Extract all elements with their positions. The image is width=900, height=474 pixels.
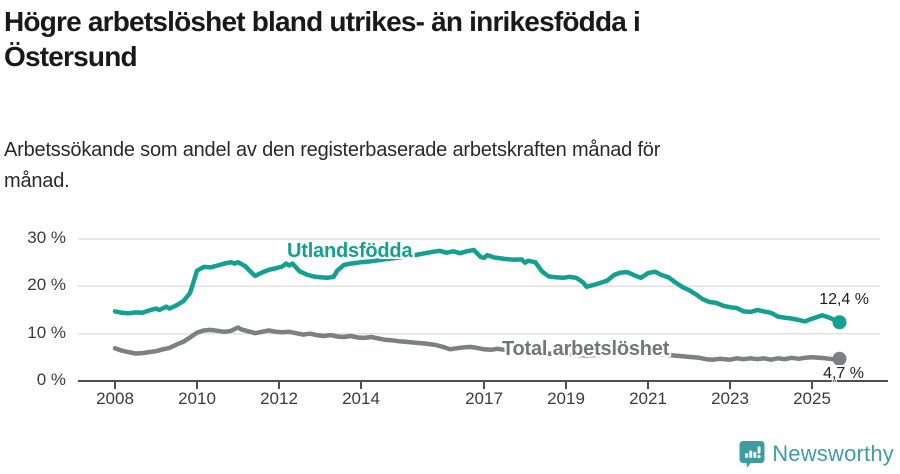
newsworthy-wordmark: Newsworthy xyxy=(772,441,894,466)
x-axis-tick-label: 2023 xyxy=(711,389,749,408)
series-line-0 xyxy=(112,247,842,325)
x-axis-tick-label: 2008 xyxy=(96,389,134,408)
y-axis-tick-label: 20 % xyxy=(27,275,66,295)
newsworthy-icon xyxy=(739,441,765,468)
series-label-total-arbetsloshet: Total arbetslöshet xyxy=(502,338,670,360)
series-line-1 xyxy=(112,325,842,362)
x-axis-tick-label: 2019 xyxy=(547,389,585,408)
x-axis-tick-label: 2025 xyxy=(793,389,831,408)
end-value-label-total: 4,7 % xyxy=(823,365,864,382)
series-end-dot-0 xyxy=(832,315,847,330)
x-axis-tick-label: 2012 xyxy=(260,389,298,408)
page-subtitle: Arbetssökande som andel av den registerb… xyxy=(4,139,661,192)
series-end-dot-1 xyxy=(832,351,847,366)
y-axis-tick-label: 0 % xyxy=(36,370,66,389)
page-title: Högre arbetslöshet bland utrikes- än inr… xyxy=(4,6,641,72)
y-axis-tick-label: 10 % xyxy=(27,322,66,342)
y-axis-tick-label: 30 % xyxy=(27,228,66,247)
series-label-utlandsfodda: Utlandsfödda xyxy=(287,240,413,262)
x-axis-tick-label: 2010 xyxy=(178,389,216,408)
x-axis-tick-label: 2014 xyxy=(342,389,380,408)
x-axis-tick-label: 2021 xyxy=(629,389,667,408)
x-axis-tick-label: 2017 xyxy=(465,389,503,408)
newsworthy-logo: Newsworthy xyxy=(739,440,894,468)
end-value-label-utlandsfodda: 12,4 % xyxy=(819,291,869,308)
